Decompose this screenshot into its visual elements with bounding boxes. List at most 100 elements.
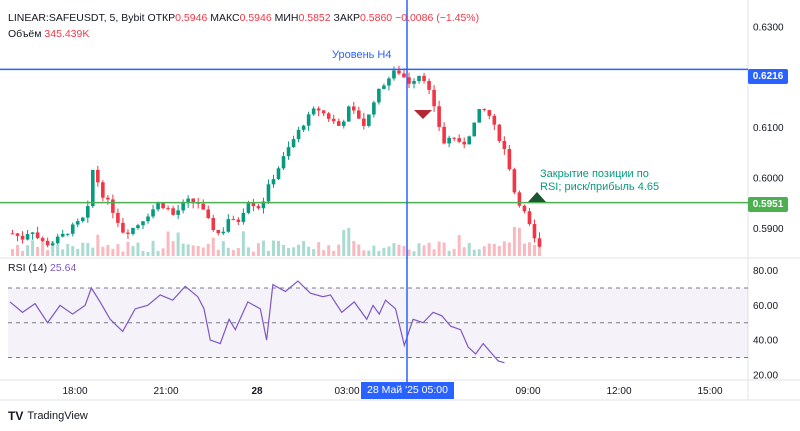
candle-body (326, 113, 331, 119)
candle-body (60, 233, 65, 237)
volume-bar (106, 244, 110, 256)
candle-body (271, 179, 276, 185)
candle-body (537, 238, 542, 247)
candle-body (221, 231, 226, 234)
rsi-line (9, 280, 505, 364)
rsi-close-annotation-line2: RSI; риск/прибыль 4.65 (540, 181, 660, 193)
volume-bar (86, 243, 90, 256)
candle-body (30, 232, 35, 235)
candle-body (497, 124, 502, 141)
volume-bar (126, 241, 130, 256)
candle-body (211, 218, 216, 231)
volume-bar (422, 245, 426, 256)
price-tick-label: 0.6000 (753, 174, 784, 185)
volume-bar (337, 244, 341, 256)
candle-body (96, 169, 100, 183)
candle-body (432, 89, 436, 107)
candle-body (507, 149, 512, 170)
candle-body (231, 219, 236, 221)
candle-body (392, 70, 396, 79)
symbol-legend: LINEAR:SAFEUSDT, 5, Bybit ОТКР0.5946 МАК… (8, 11, 479, 25)
candle-body (55, 236, 60, 244)
candle-body (85, 206, 90, 218)
candle-body (532, 224, 537, 239)
volume-bar (206, 243, 210, 256)
price-tick-label: 0.6100 (753, 123, 784, 134)
price-tick-label: 0.5900 (753, 224, 784, 235)
high-value: 0.5946 (239, 12, 272, 24)
low-value: 0.5852 (298, 12, 331, 24)
volume-bar (287, 247, 291, 256)
candle-body (70, 224, 75, 234)
price-tick-label: 0.6300 (753, 23, 784, 34)
volume-bar (196, 245, 200, 256)
candle-body (241, 212, 246, 222)
volume-bar (26, 245, 30, 256)
volume-bar (532, 244, 536, 256)
candle-body (181, 201, 185, 211)
volume-bar (332, 250, 336, 256)
volume-bar (282, 244, 286, 256)
candle-body (412, 81, 416, 84)
volume-bar (377, 251, 381, 256)
candle-body (522, 205, 527, 212)
volume-bar (131, 246, 135, 256)
volume-bar (136, 242, 140, 256)
candle-body (437, 106, 441, 127)
tradingview-logo[interactable]: TV TradingView (8, 409, 88, 423)
volume-bar (51, 240, 55, 256)
volume-bar (352, 241, 356, 256)
volume-bar (201, 247, 205, 256)
volume-bar (46, 250, 50, 256)
candle-body (472, 122, 477, 137)
volume-bar (186, 244, 190, 256)
candle-body (171, 208, 175, 215)
volume-bar (407, 249, 411, 256)
candle-body (121, 222, 125, 233)
candle-body (442, 126, 446, 144)
candle-body (156, 203, 160, 210)
candle-body (417, 75, 421, 82)
candle-body (65, 233, 70, 235)
volume-bar (487, 243, 491, 256)
time-tick-label: 18:00 (62, 386, 87, 397)
candle-body (201, 203, 206, 210)
volume-bar (512, 226, 516, 256)
candle-body (387, 78, 391, 86)
candle-body (331, 118, 336, 122)
candle-body (301, 125, 306, 130)
volume-bar (327, 245, 331, 256)
volume-bar (427, 242, 431, 256)
open-label: ОТКР (147, 12, 176, 24)
candle-body (427, 80, 431, 90)
candle-body (131, 228, 135, 234)
volume-bar (402, 246, 406, 256)
candle-body (91, 169, 95, 207)
volume-legend: Объём 345.439K (8, 28, 89, 40)
volume-bar (251, 251, 255, 256)
volume-bar (111, 248, 115, 256)
candle-body (341, 121, 346, 126)
volume-bar (96, 234, 100, 256)
candle-body (206, 209, 211, 219)
candle-body (407, 77, 411, 84)
volume-bar (21, 251, 25, 256)
candle-body (512, 169, 517, 193)
candle-body (141, 221, 145, 226)
volume-bar (211, 237, 215, 256)
volume-bar (56, 244, 60, 256)
volume-bar (156, 251, 160, 256)
volume-bar (241, 231, 245, 256)
rsi-label: RSI (14) (8, 262, 48, 274)
volume-bar (447, 250, 451, 256)
green-level-price-tag: 0.5951 (748, 197, 788, 212)
candle-body (261, 201, 266, 209)
volume-bar (432, 249, 436, 256)
volume-bar (76, 248, 80, 256)
time-tick-label: 28 (251, 386, 263, 397)
candle-body (75, 221, 80, 225)
candle-body (226, 219, 231, 232)
high-label: МАКС (210, 12, 240, 24)
volume-bar (302, 240, 306, 256)
